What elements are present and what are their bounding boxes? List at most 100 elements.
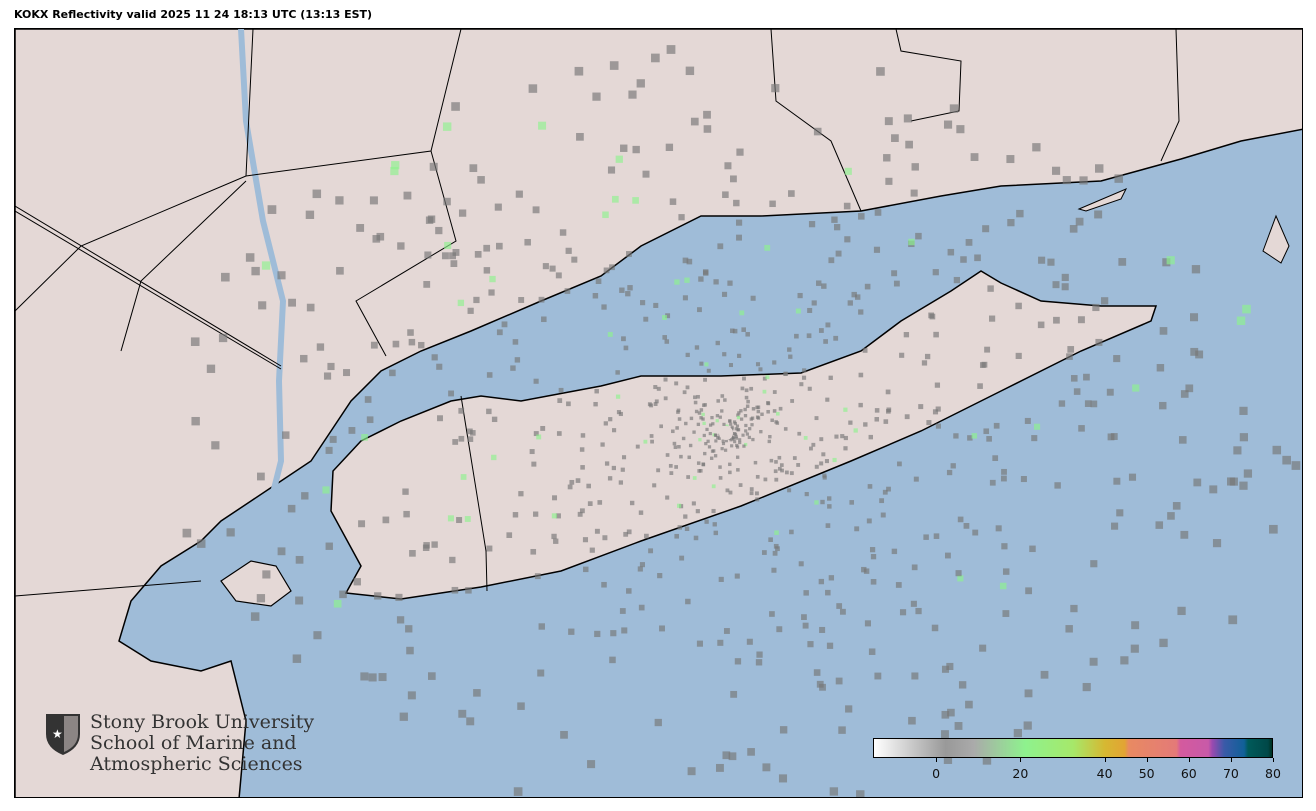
radar-echo bbox=[903, 332, 910, 338]
radar-echo bbox=[683, 514, 688, 519]
radar-echo bbox=[848, 420, 853, 425]
radar-echo bbox=[977, 383, 983, 389]
radar-echo bbox=[818, 328, 824, 333]
radar-echo bbox=[1113, 477, 1121, 485]
radar-echo bbox=[1073, 388, 1081, 395]
radar-echo bbox=[1077, 316, 1085, 324]
radar-echo bbox=[718, 465, 722, 469]
radar-echo bbox=[339, 590, 347, 599]
radar-echo bbox=[574, 66, 584, 76]
radar-echo bbox=[640, 300, 646, 306]
radar-echo bbox=[555, 513, 561, 519]
radar-echo bbox=[1061, 283, 1069, 291]
radar-echo bbox=[827, 504, 832, 509]
radar-echo bbox=[567, 484, 573, 490]
radar-echo bbox=[538, 296, 545, 303]
radar-echo bbox=[258, 301, 267, 310]
radar-echo bbox=[1095, 338, 1103, 346]
radar-echo bbox=[466, 717, 475, 726]
radar-echo bbox=[864, 283, 871, 290]
radar-echo bbox=[697, 411, 702, 415]
radar-echo bbox=[790, 399, 795, 403]
radar-echo bbox=[868, 434, 873, 440]
radar-echo bbox=[295, 596, 304, 605]
radar-echo bbox=[549, 265, 556, 272]
radar-echo bbox=[1162, 258, 1171, 267]
radar-echo bbox=[665, 313, 671, 319]
radar-echo bbox=[730, 427, 734, 431]
radar-echo bbox=[720, 394, 725, 398]
radar-echo bbox=[764, 244, 771, 251]
radar-echo bbox=[743, 407, 747, 412]
radar-echo bbox=[803, 436, 808, 440]
radar-echo bbox=[704, 519, 709, 524]
radar-echo bbox=[1061, 273, 1069, 281]
radar-echo bbox=[607, 331, 613, 337]
radar-echo bbox=[669, 198, 677, 205]
colorbar-tick-label: 50 bbox=[1138, 766, 1155, 781]
radar-echo bbox=[932, 409, 939, 415]
radar-echo bbox=[656, 468, 661, 473]
radar-echo bbox=[322, 486, 330, 494]
radar-echo bbox=[774, 530, 779, 535]
radar-echo bbox=[609, 264, 615, 271]
radar-echo bbox=[813, 669, 821, 676]
radar-echo bbox=[1113, 355, 1121, 363]
radar-echo bbox=[529, 449, 535, 455]
radar-echo bbox=[784, 470, 789, 475]
radar-echo bbox=[1029, 545, 1036, 553]
radar-map[interactable] bbox=[14, 28, 1303, 798]
radar-echo bbox=[1120, 656, 1129, 665]
radar-echo bbox=[491, 416, 498, 423]
radar-echo bbox=[703, 403, 707, 407]
radar-echo bbox=[650, 439, 654, 444]
radar-echo bbox=[744, 423, 748, 428]
radar-echo bbox=[816, 280, 822, 286]
radar-echo bbox=[851, 291, 857, 298]
radar-echo bbox=[600, 442, 605, 447]
hudson-river bbox=[238, 29, 287, 502]
sbu-somas-logo: ★ Stony Brook University School of Marin… bbox=[44, 712, 314, 775]
radar-echo bbox=[517, 702, 525, 710]
radar-echo bbox=[262, 570, 271, 579]
radar-echo bbox=[854, 294, 861, 300]
radar-echo bbox=[744, 395, 749, 400]
radar-echo bbox=[953, 433, 959, 439]
radar-echo bbox=[709, 456, 714, 460]
radar-echo bbox=[537, 669, 545, 677]
radar-echo bbox=[728, 462, 732, 467]
radar-echo bbox=[866, 518, 872, 524]
radar-echo bbox=[870, 578, 877, 585]
radar-echo bbox=[277, 547, 286, 556]
radar-echo bbox=[946, 662, 954, 670]
radar-echo bbox=[389, 369, 396, 377]
radar-echo bbox=[579, 508, 585, 514]
radar-echo bbox=[769, 200, 776, 208]
radar-echo bbox=[756, 416, 761, 420]
radar-echo bbox=[704, 441, 708, 446]
radar-echo bbox=[736, 234, 742, 241]
radar-echo bbox=[642, 170, 650, 178]
colorbar-tick-label: 40 bbox=[1096, 766, 1113, 781]
radar-echo bbox=[911, 672, 919, 680]
radar-echo bbox=[864, 620, 871, 627]
radar-echo bbox=[880, 512, 886, 518]
radar-echo bbox=[708, 431, 712, 436]
radar-echo bbox=[378, 673, 387, 682]
radar-echo bbox=[723, 448, 728, 452]
radar-echo bbox=[408, 338, 416, 346]
radar-echo bbox=[874, 408, 880, 413]
radar-echo bbox=[407, 691, 416, 700]
radar-echo bbox=[693, 535, 699, 541]
radar-echo bbox=[731, 437, 735, 441]
logo-line: Stony Brook University bbox=[90, 711, 315, 733]
radar-echo bbox=[429, 162, 438, 171]
radar-echo bbox=[835, 677, 843, 685]
radar-echo bbox=[625, 291, 631, 297]
radar-echo bbox=[984, 346, 991, 353]
radar-echo bbox=[696, 640, 703, 647]
radar-echo bbox=[323, 372, 332, 380]
radar-echo bbox=[441, 252, 449, 260]
radar-echo bbox=[427, 215, 436, 223]
radar-echo bbox=[602, 211, 609, 219]
